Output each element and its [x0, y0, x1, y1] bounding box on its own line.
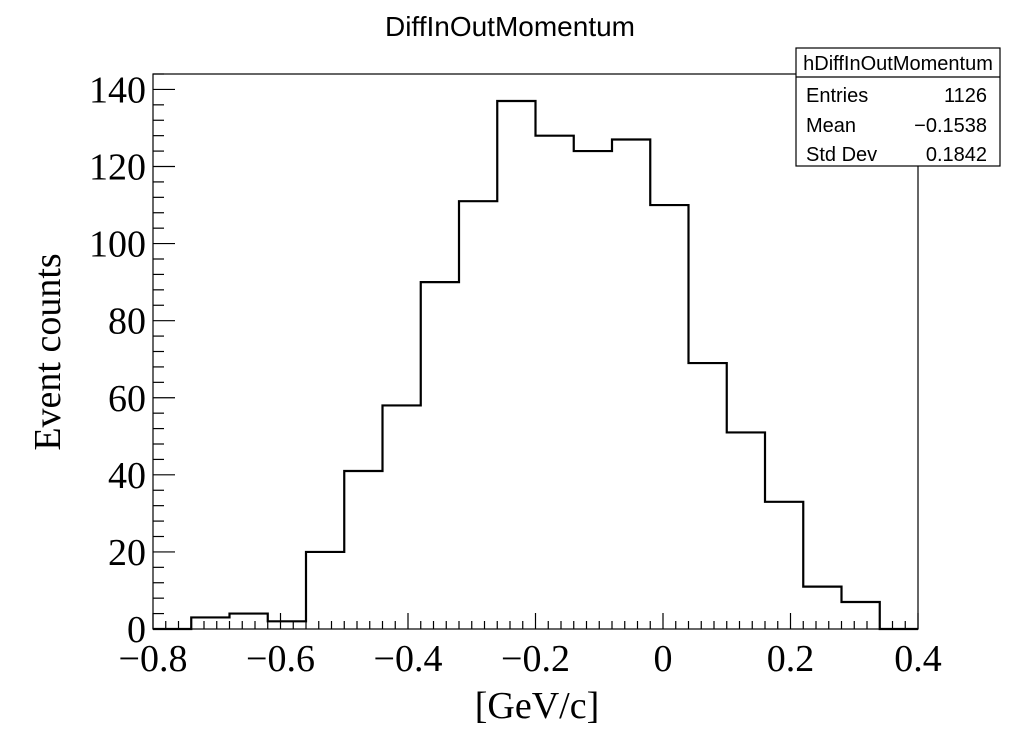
stats-box: hDiffInOutMomentum Entries 1126 Mean −0.…	[795, 47, 1001, 167]
x-tick-label: −0.4	[374, 638, 443, 680]
y-tick-label: 0	[127, 609, 146, 651]
histogram-line	[153, 99, 918, 631]
y-axis	[153, 73, 175, 630]
y-tick-label: 100	[89, 224, 146, 266]
y-tick-label: 40	[108, 455, 146, 497]
y-tick-labels: 0 20 40 60 80 100 120 140	[89, 69, 146, 651]
x-tick-label: −0.8	[119, 638, 188, 680]
x-tick-label: 0	[654, 638, 673, 680]
stats-mean-value: −0.1538	[914, 115, 987, 137]
x-tick-labels: −0.8 −0.6 −0.4 −0.2 0 0.2 0.4	[119, 638, 942, 680]
x-tick-label: 0.2	[767, 638, 815, 680]
y-tick-label: 20	[108, 532, 146, 574]
y-tick-label: 140	[89, 69, 146, 111]
stats-box-name: hDiffInOutMomentum	[803, 53, 993, 75]
x-tick-label: 0.4	[894, 638, 942, 680]
y-axis-label: Event counts	[27, 253, 69, 450]
x-axis-label: [GeV/c]	[475, 685, 599, 727]
chart-title: DiffInOutMomentum	[385, 11, 635, 42]
stats-entries-value: 1126	[944, 85, 987, 107]
x-tick-label: −0.6	[246, 638, 315, 680]
y-tick-label: 80	[108, 301, 146, 343]
stats-mean-label: Mean	[806, 115, 856, 137]
stats-stddev-value: 0.1842	[926, 144, 987, 166]
stats-entries-label: Entries	[806, 85, 868, 107]
stats-stddev-label: Std Dev	[806, 144, 877, 166]
y-tick-label: 120	[89, 147, 146, 189]
y-tick-label: 60	[108, 378, 146, 420]
x-tick-label: −0.2	[501, 638, 570, 680]
stats-box-frame	[795, 47, 1001, 167]
